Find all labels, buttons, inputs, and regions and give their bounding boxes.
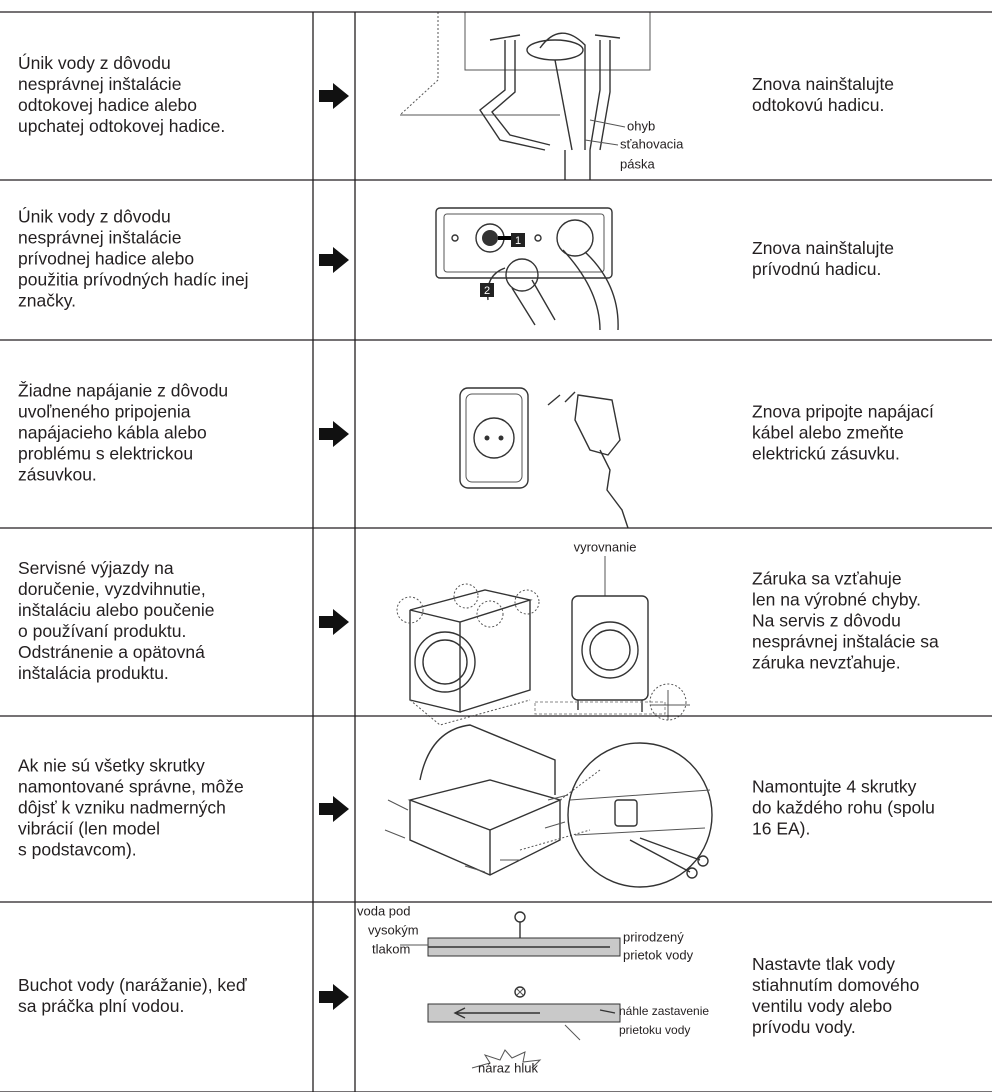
problem-text: značky.	[18, 291, 76, 311]
solution-text: len na výrobné chyby.	[752, 590, 921, 610]
problem-text: nesprávnej inštalácie	[18, 74, 181, 94]
inlet-hose-illustration: 1 2	[435, 207, 619, 331]
problem-text: s podstavcom).	[18, 840, 137, 860]
label: ohyb	[627, 118, 655, 133]
label: tlakom	[372, 941, 410, 956]
problem-text: vibrácií (len model	[18, 819, 160, 839]
label: prietoku vody	[619, 1023, 690, 1037]
solution-text: prívodu vody.	[752, 1017, 856, 1037]
label: náhle zastavenie	[619, 1004, 709, 1018]
problem-text: Servisné výjazdy na	[18, 558, 174, 578]
solution-text: ventilu vody alebo	[752, 996, 892, 1016]
problem-text: namontované správne, môže	[18, 777, 244, 797]
problem-text: o používaní produktu.	[18, 621, 186, 641]
problem-text: odtokovej hadice alebo	[18, 95, 197, 115]
arrow-icon	[319, 984, 349, 1010]
problem-text: inštaláciu alebo poučenie	[18, 600, 215, 620]
solution-text: Namontujte 4 skrutky	[752, 777, 917, 797]
solution-text: odtokovú hadicu.	[752, 95, 884, 115]
solution-text: kábel alebo zmeňte	[752, 423, 904, 443]
label: prirodzený	[623, 929, 684, 944]
label: vysokým	[368, 922, 419, 937]
label: voda pod	[357, 903, 411, 918]
problem-text: Buchot vody (narážanie), keď	[18, 975, 247, 995]
solution-text: Znova nainštalujte	[752, 74, 894, 94]
problem-text: napájacieho kábla alebo	[18, 423, 207, 443]
solution-text: do každého rohu (spolu	[752, 798, 935, 818]
problem-text: uvoľneného pripojenia	[18, 402, 191, 422]
problem-text: inštalácia produktu.	[18, 663, 169, 683]
problem-text: Únik vody z dôvodu	[18, 52, 171, 73]
solution-text: Znova pripojte napájací	[752, 402, 934, 422]
solution-text: elektrickú zásuvku.	[752, 444, 900, 464]
label: prietok vody	[623, 947, 694, 962]
problem-text: zásuvkou.	[18, 465, 97, 485]
problem-text: Odstránenie a opätovná	[18, 642, 205, 662]
leveling-illustration: vyrovnanie	[396, 539, 690, 726]
solution-text: Záruka sa vzťahuje	[752, 569, 902, 589]
problem-text: Žiadne napájanie z dôvodu	[18, 381, 228, 401]
arrow-icon	[319, 83, 349, 109]
arrow-icon	[319, 247, 349, 273]
solution-text: 16 EA).	[752, 819, 810, 839]
label: sťahovacia	[620, 136, 684, 151]
arrow-icon	[319, 796, 349, 822]
problem-text: Únik vody z dôvodu	[18, 206, 171, 227]
problem-text: sa práčka plní vodou.	[18, 996, 184, 1016]
solution-text: prívodnú hadicu.	[752, 259, 881, 279]
problem-text: Ak nie sú všetky skrutky	[18, 756, 205, 776]
solution-text: nesprávnej inštalácie sa	[752, 632, 939, 652]
problem-text: prívodnej hadice alebo	[18, 249, 194, 269]
solution-text: záruka nevzťahuje.	[752, 653, 901, 673]
label: 2	[484, 285, 490, 297]
solution-text: Nastavte tlak vody	[752, 954, 895, 974]
pedestal-screws-illustration	[384, 724, 713, 888]
problem-text: upchatej odtokovej hadice.	[18, 116, 225, 136]
problem-text: doručenie, vyzdvihnutie,	[18, 579, 206, 599]
solution-text: Na servis z dôvodu	[752, 611, 901, 631]
label: 1	[515, 235, 521, 247]
label: páska	[620, 156, 655, 171]
solution-text: Znova nainštalujte	[752, 238, 894, 258]
problem-text: použitia prívodných hadíc inej	[18, 270, 249, 290]
water-hammer-illustration: voda pod vysokým tlakom prirodzený priet…	[357, 903, 709, 1075]
label: vyrovnanie	[574, 539, 637, 554]
solution-text: stiahnutím domového	[752, 975, 919, 995]
arrow-icon	[319, 609, 349, 635]
label: náraz hluk	[478, 1060, 538, 1075]
problem-text: dôjsť k vzniku nadmerných	[18, 798, 226, 818]
problem-text: problému s elektrickou	[18, 444, 193, 464]
socket-illustration	[459, 387, 629, 529]
arrow-icon	[319, 421, 349, 447]
drain-hose-illustration: ohyb sťahovacia páska	[399, 12, 684, 180]
problem-text: nesprávnej inštalácie	[18, 228, 181, 248]
